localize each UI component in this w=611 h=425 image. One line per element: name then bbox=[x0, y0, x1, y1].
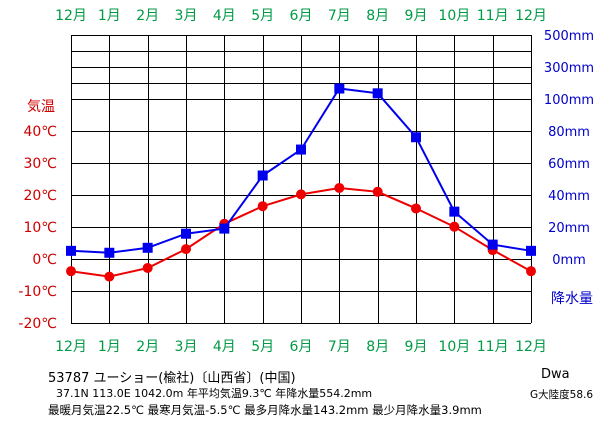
station-extremes: 最暖月気温22.5℃ 最寒月気温-5.5℃ 最多月降水量143.2mm 最少月降… bbox=[48, 403, 482, 417]
month-label-bottom: 10月 bbox=[438, 339, 470, 355]
precipitation-point bbox=[449, 206, 460, 217]
temperature-point bbox=[296, 189, 306, 200]
month-label-top: 9月 bbox=[405, 8, 428, 24]
precipitation-tick-label: 40mm bbox=[548, 189, 590, 204]
temperature-point bbox=[526, 266, 536, 277]
month-label-top: 7月 bbox=[328, 8, 351, 24]
precipitation-tick-label: 20mm bbox=[548, 221, 590, 236]
precipitation-tick-label: 0mm bbox=[552, 253, 586, 268]
month-label-top: 1月 bbox=[98, 8, 121, 24]
precipitation-point bbox=[526, 245, 536, 256]
temperature-tick-label: -20℃ bbox=[18, 316, 57, 332]
precipitation-point bbox=[181, 228, 191, 239]
month-label-bottom: 4月 bbox=[213, 339, 236, 355]
month-label-top: 5月 bbox=[251, 8, 274, 24]
temperature-tick-label: -10℃ bbox=[18, 284, 57, 300]
precipitation-point bbox=[66, 245, 76, 256]
month-label-bottom: 2月 bbox=[136, 339, 159, 355]
precipitation-tick-label: 500mm bbox=[544, 29, 594, 44]
month-label-top: 4月 bbox=[213, 8, 236, 24]
month-label-top: 3月 bbox=[175, 8, 198, 24]
temperature-point bbox=[66, 266, 76, 277]
temperature-tick-label: 30℃ bbox=[23, 156, 57, 172]
precipitation-point bbox=[487, 239, 498, 250]
temperature-axis-title: 気温 bbox=[27, 99, 55, 115]
month-label-bottom: 9月 bbox=[405, 339, 428, 355]
temperature-point bbox=[411, 203, 421, 214]
month-label-top: 10月 bbox=[438, 8, 470, 24]
month-label-bottom: 11月 bbox=[477, 339, 509, 355]
month-label-top: 8月 bbox=[366, 8, 389, 24]
precipitation-axis-title: 降水量 bbox=[551, 291, 593, 307]
month-label-bottom: 7月 bbox=[328, 339, 351, 355]
precipitation-tick-label: 80mm bbox=[548, 125, 590, 140]
precipitation-point bbox=[372, 88, 383, 99]
precipitation-point bbox=[296, 144, 306, 155]
temperature-point bbox=[257, 201, 268, 212]
month-label-top: 11月 bbox=[477, 8, 509, 24]
precipitation-point bbox=[142, 242, 153, 253]
temperature-tick-label: 20℃ bbox=[23, 188, 57, 204]
precipitation-point bbox=[104, 247, 115, 258]
month-label-bottom: 3月 bbox=[175, 339, 198, 355]
precipitation-tick-label: 300mm bbox=[544, 61, 594, 76]
precipitation-point bbox=[219, 223, 230, 234]
station-details: 37.1N 113.0E 1042.0m 年平均気温9.3℃ 年降水量554.2… bbox=[56, 387, 373, 400]
temperature-point bbox=[334, 182, 345, 193]
month-label-bottom: 12月 bbox=[515, 339, 547, 355]
temperature-point bbox=[372, 186, 383, 197]
temperature-point bbox=[181, 244, 191, 255]
month-label-top: 12月 bbox=[55, 8, 87, 24]
precipitation-tick-label: 100mm bbox=[544, 93, 594, 108]
temperature-point bbox=[449, 221, 460, 232]
precipitation-point bbox=[411, 132, 421, 143]
month-label-top: 2月 bbox=[136, 8, 159, 24]
month-label-bottom: 12月 bbox=[55, 339, 87, 355]
climate-classification: Dwa bbox=[541, 367, 570, 382]
grid bbox=[71, 35, 532, 324]
month-label-bottom: 5月 bbox=[251, 339, 274, 355]
temperature-tick-label: 0℃ bbox=[32, 252, 57, 268]
temperature-point bbox=[142, 262, 153, 273]
precipitation-point bbox=[334, 83, 345, 94]
station-name: 53787 ユーショー(楡社)〔山西省〕(中国) bbox=[48, 371, 296, 386]
month-label-bottom: 6月 bbox=[290, 339, 313, 355]
temperature-point bbox=[104, 271, 115, 282]
month-label-top: 12月 bbox=[515, 8, 547, 24]
month-label-top: 6月 bbox=[290, 8, 313, 24]
month-label-bottom: 1月 bbox=[98, 339, 121, 355]
continentality-index: G大陸度58.6 bbox=[530, 389, 594, 401]
temperature-tick-label: 40℃ bbox=[23, 124, 57, 140]
month-label-bottom: 8月 bbox=[366, 339, 389, 355]
temperature-tick-label: 10℃ bbox=[23, 220, 57, 236]
precipitation-point bbox=[257, 170, 268, 181]
precipitation-tick-label: 60mm bbox=[548, 157, 590, 172]
